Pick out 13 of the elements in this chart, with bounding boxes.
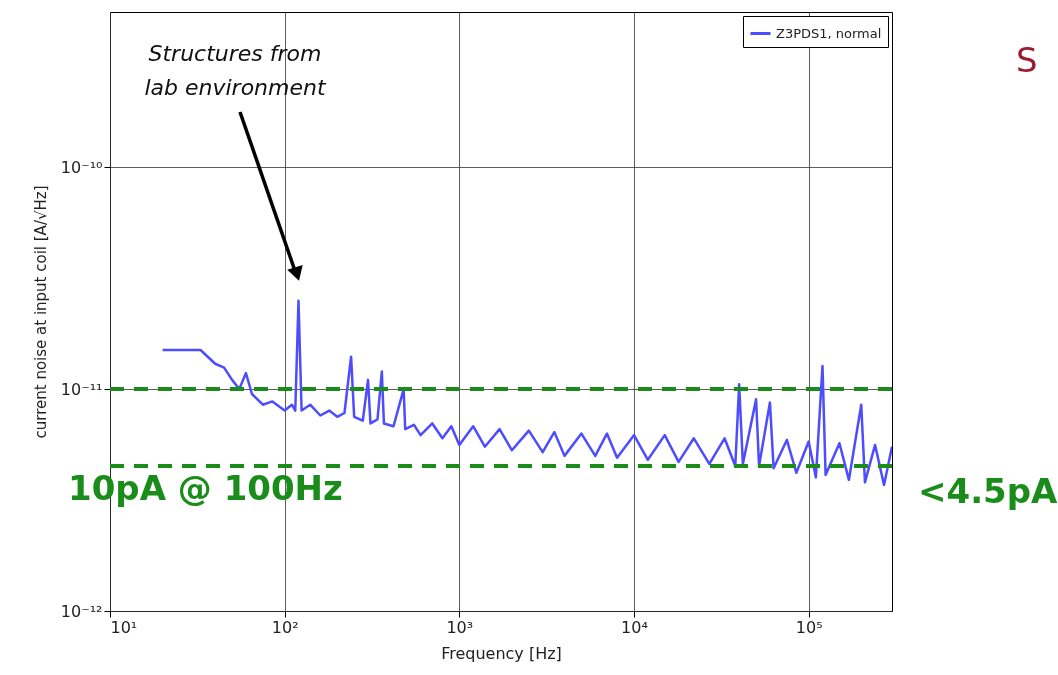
x-tick-label: 10⁵ <box>795 617 823 637</box>
y-tick-label: 10⁻¹¹ <box>60 379 103 399</box>
x-axis-title: Frequency [Hz] <box>441 643 562 663</box>
ref-line-label: <4.5pA <box>918 471 1058 512</box>
x-tick-label: 10⁴ <box>621 617 648 637</box>
x-tick-label: 10² <box>271 617 299 637</box>
y-tick-label: 10⁻¹² <box>60 601 103 621</box>
legend-label: Z3PDS1, normal <box>776 25 882 41</box>
y-tick-label: 10⁻¹⁰ <box>60 157 103 177</box>
x-tick-label: 10¹ <box>110 617 138 637</box>
text: S <box>1016 40 1038 80</box>
y-axis-title: current noise at input coil [A/√Hz] <box>31 185 50 439</box>
x-tick-label: 10³ <box>446 617 474 637</box>
